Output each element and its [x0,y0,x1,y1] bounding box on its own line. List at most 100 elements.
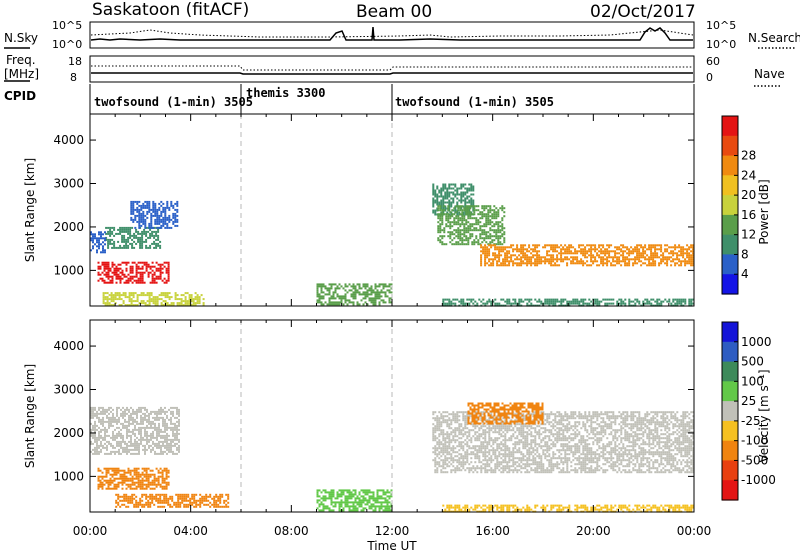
power-cell [457,217,460,220]
velocity-cell [150,426,152,429]
velocity-cell [135,499,138,502]
power-cell [449,221,452,224]
velocity-cell [170,446,172,449]
power-cell [158,226,161,229]
velocity-cell [100,442,102,445]
power-cell [143,271,146,274]
power-cell [94,235,96,238]
power-cell [584,256,587,259]
power-cell [104,292,107,295]
power-cell [135,242,138,245]
velocity-cell [462,413,465,416]
power-cell [152,202,155,205]
power-cell [493,243,496,246]
power-cell [658,248,661,251]
velocity-cell [482,443,485,446]
power-cell [462,193,465,196]
power-cell [650,298,653,301]
power-cell [132,212,135,215]
power-cell [500,262,503,265]
velocity-cell [114,420,116,423]
velocity-cell [197,499,200,502]
power-cell [536,260,539,263]
power-cell [147,236,150,239]
velocity-cell [138,430,140,433]
noise-left-tick-bottom: 10^0 [52,38,82,51]
velocity-cell [150,432,152,435]
power-cell [166,292,169,295]
velocity-cell [446,445,449,448]
power-cell [432,209,435,212]
power-cell [638,244,641,247]
power-cell [688,252,691,255]
power-cell [489,233,492,236]
velocity-cell [219,493,222,496]
power-cell [628,302,631,305]
power-cell [440,195,443,198]
power-cell [447,207,450,210]
power-cell [320,285,323,288]
power-cell [634,258,637,261]
power-cell [450,300,453,303]
power-cell [316,289,319,292]
power-cell [146,200,149,203]
velocity-cell [492,419,495,422]
velocity-cell [332,489,335,492]
power-cell [688,254,691,257]
power-cell [123,230,126,233]
power-cell [556,260,559,263]
velocity-cell [172,450,174,453]
power-cell [98,239,100,242]
power-cell [350,293,353,296]
velocity-cell [164,444,166,447]
velocity-cell [118,426,120,429]
velocity-cell [176,420,178,423]
power-cell [125,244,128,247]
velocity-cell [384,491,387,494]
velocity-cell [134,424,136,427]
power-cell [632,300,635,303]
power-colorbar-tick-label: 24 [741,168,756,182]
power-cell [636,298,639,301]
velocity-cell [195,503,198,506]
velocity-cell [153,475,156,478]
power-cell [168,206,171,209]
velocity-cell [156,428,158,431]
power-cell [489,211,492,214]
velocity-cell [117,503,120,506]
power-cell [576,300,579,303]
power-cell [552,256,555,259]
velocity-cell [346,497,349,500]
velocity-cell [131,493,134,496]
velocity-cell [334,497,337,500]
power-cell [692,244,695,247]
velocity-cell [114,418,116,421]
power-cell [654,250,657,253]
power-cell [578,260,581,263]
power-cell [594,246,597,249]
power-cell [566,256,569,259]
power-cell [682,260,685,263]
velocity-cell [131,497,134,500]
velocity-cell [99,475,102,478]
power-cell [115,267,118,270]
power-cell [103,263,106,266]
power-cell [176,202,179,205]
nsky-trace [90,26,693,41]
power-cell [688,302,691,305]
power-cell [111,242,114,245]
velocity-cell [484,467,487,470]
power-cell [113,263,116,266]
power-cell [101,279,104,282]
power-cell [485,225,488,228]
power-cell [136,214,139,217]
velocity-cell [362,507,365,510]
velocity-cell [160,408,162,411]
power-cell [497,237,500,240]
power-cell [194,292,197,295]
power-ytick-label: 3000 [53,177,84,191]
power-cell [105,267,108,270]
power-cell [600,256,603,259]
power-cell [588,254,591,257]
velocity-cell [156,410,158,413]
